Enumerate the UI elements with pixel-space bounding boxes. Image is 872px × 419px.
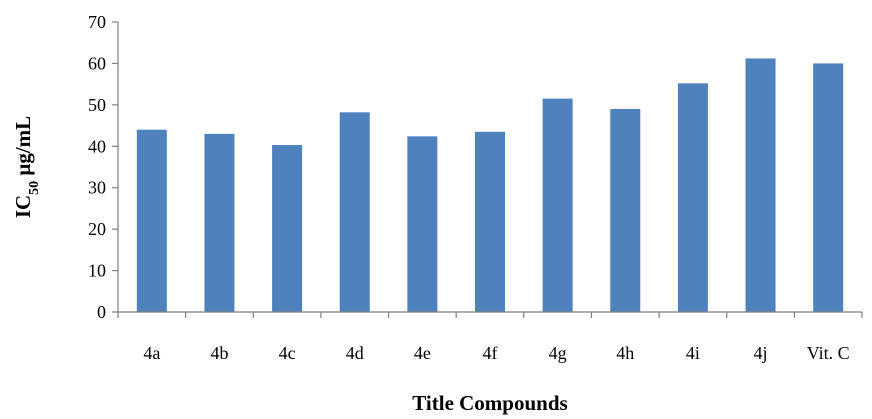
x-tick-label: 4b bbox=[210, 343, 228, 363]
bar-4h bbox=[610, 109, 641, 312]
bar-4j bbox=[745, 58, 776, 313]
bar-4c bbox=[272, 145, 303, 312]
x-tick-label: 4h bbox=[616, 343, 634, 363]
y-tick-label: 0 bbox=[97, 302, 106, 322]
bars bbox=[136, 58, 844, 313]
y-axis-ticks: 0 10 20 30 40 50 60 70 bbox=[88, 12, 118, 322]
bar-vit-c bbox=[813, 63, 844, 312]
bar-4a bbox=[136, 129, 167, 312]
y-tick-label: 30 bbox=[88, 178, 106, 198]
x-tick-label: 4g bbox=[549, 343, 567, 363]
y-axis-title-suffix: μg/mL bbox=[11, 116, 35, 181]
x-tick-label: 4e bbox=[414, 343, 431, 363]
x-tick-label: 4i bbox=[686, 343, 700, 363]
x-tick-label: 4f bbox=[483, 343, 498, 363]
x-tick-label: 4d bbox=[346, 343, 364, 363]
bar-4i bbox=[677, 83, 708, 312]
x-axis-title: Title Compounds bbox=[412, 391, 567, 415]
x-tick-label: Vit. C bbox=[807, 343, 850, 363]
y-axis-title-subscript: 50 bbox=[27, 181, 42, 195]
y-tick-label: 40 bbox=[88, 136, 106, 156]
x-tick-label: 4c bbox=[279, 343, 296, 363]
bar-4f bbox=[475, 131, 505, 312]
y-tick-label: 20 bbox=[88, 219, 106, 239]
y-axis-title: IC50 μg/mL bbox=[11, 116, 42, 218]
bar-4g bbox=[542, 98, 573, 313]
x-tick-label: 4j bbox=[754, 343, 768, 363]
y-axis-title-prefix: IC bbox=[11, 195, 35, 218]
y-tick-label: 60 bbox=[88, 53, 106, 73]
y-tick-label: 50 bbox=[88, 95, 106, 115]
bar-4d bbox=[339, 112, 370, 312]
x-tick-label: 4a bbox=[143, 343, 160, 363]
x-axis-ticks: 4a 4b 4c 4d 4e 4f 4g 4h 4i 4j Vit. C bbox=[117, 312, 863, 363]
bar-4e bbox=[407, 136, 438, 312]
y-tick-label: 10 bbox=[88, 261, 106, 281]
bar-4b bbox=[204, 133, 235, 312]
y-tick-label: 70 bbox=[88, 12, 106, 32]
